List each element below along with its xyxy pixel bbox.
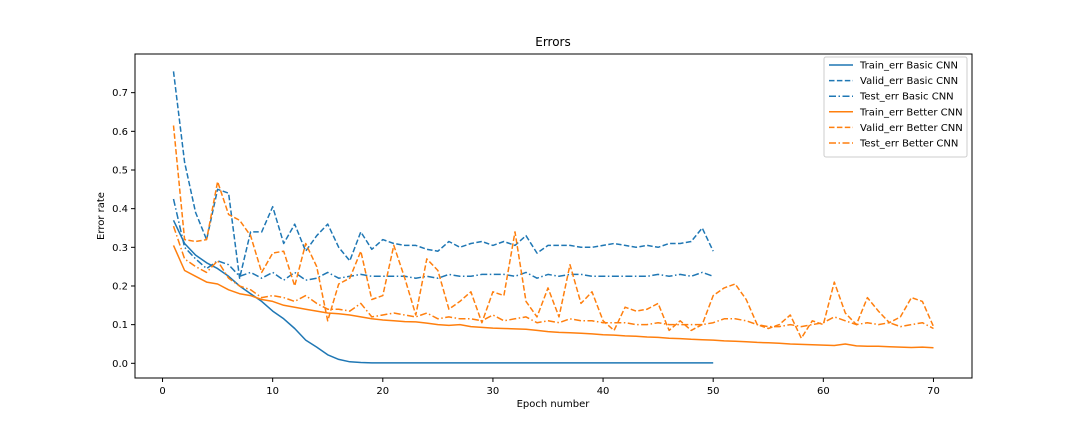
chart-title: Errors xyxy=(535,35,571,49)
series-line-test-err-basic-cnn xyxy=(174,199,714,280)
x-tick-label: 60 xyxy=(817,386,830,397)
x-tick-label: 40 xyxy=(597,386,610,397)
y-tick-label: 0.5 xyxy=(112,165,128,176)
y-tick-label: 0.4 xyxy=(112,204,128,215)
legend-label: Test_err Basic CNN xyxy=(859,92,954,103)
x-axis-label: Epoch number xyxy=(517,399,591,410)
y-tick-label: 0.7 xyxy=(112,88,128,99)
y-tick-label: 0.6 xyxy=(112,127,128,138)
y-axis-ticks: 0.0 0.1 0.2 0.3 0.4 0.5 0.6 0.7 xyxy=(112,88,135,370)
series-lines xyxy=(174,71,934,363)
y-tick-label: 0.2 xyxy=(112,281,128,292)
legend-label: Valid_err Basic CNN xyxy=(860,76,958,87)
legend-label: Train_err Better CNN xyxy=(859,107,963,118)
legend-label: Test_err Better CNN xyxy=(859,139,958,150)
x-tick-label: 50 xyxy=(707,386,720,397)
y-tick-label: 0.0 xyxy=(112,359,128,370)
legend-label: Train_err Basic CNN xyxy=(859,61,958,72)
x-tick-label: 10 xyxy=(266,386,279,397)
x-axis-ticks: 0 10 20 30 40 50 60 70 xyxy=(159,378,939,397)
series-line-valid-err-basic-cnn xyxy=(174,71,714,278)
legend-label: Valid_err Better CNN xyxy=(860,123,963,134)
y-tick-label: 0.1 xyxy=(112,320,128,331)
y-tick-label: 0.3 xyxy=(112,243,128,254)
x-tick-label: 20 xyxy=(376,386,389,397)
legend: Train_err Basic CNN Valid_err Basic CNN Te… xyxy=(824,57,967,157)
x-tick-label: 0 xyxy=(159,386,165,397)
y-axis-label: Error rate xyxy=(96,192,107,240)
x-tick-label: 30 xyxy=(487,386,500,397)
x-tick-label: 70 xyxy=(927,386,940,397)
